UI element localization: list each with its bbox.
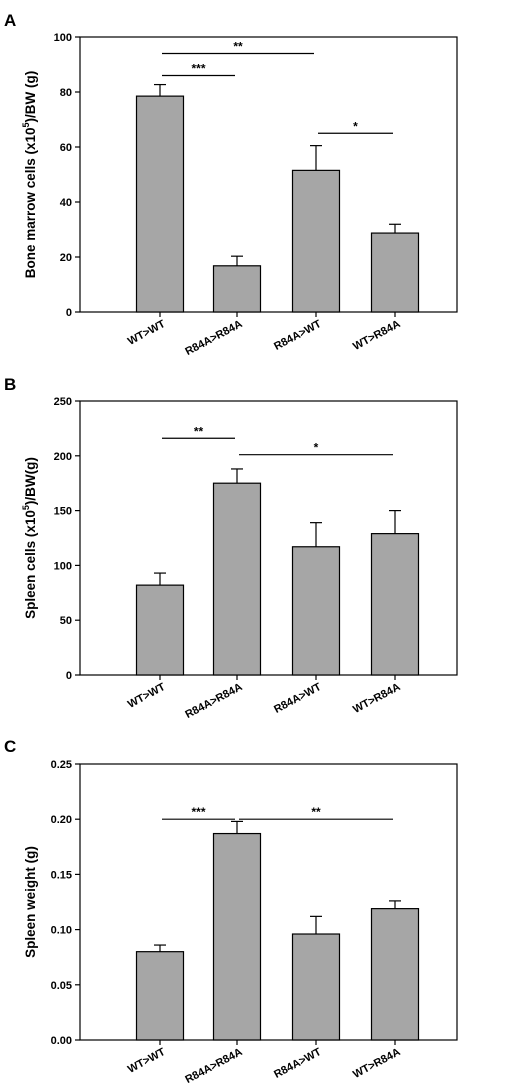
y-tick-label: 100 [54,560,72,572]
y-axis-label-tail: )/BW (g) [23,71,38,123]
bar [135,584,185,676]
bar [212,265,262,313]
y-tick-label: 0.05 [51,980,72,992]
y-axis-label-superscript: 5 [21,122,31,127]
y-tick-label: 20 [60,252,72,264]
panel-letter: A [4,11,16,30]
chart-panel-c: C 0.00 0.05 0.10 0.15 0.20 0.25 Spleen weight (… [4,737,458,1086]
panel-letter: B [4,375,16,394]
plot-frame [79,763,458,1041]
y-axis-label: Spleen cells (x105)/BW(g) [21,457,38,619]
category-label: R84A>WT [272,681,323,716]
bar [212,482,262,676]
bar [370,908,420,1041]
y-tick-label: 250 [54,396,72,408]
y-axis-label-tail: )/BW(g) [23,457,38,505]
y-tick-label: 80 [60,87,72,99]
y-axis-label-main: Spleen weight (g) [23,846,38,958]
y-tick-label: 0.10 [51,925,72,937]
bar [135,951,185,1041]
significance-label: * [353,119,358,133]
plot-frame [79,36,458,313]
y-tick-label: 50 [60,615,72,627]
bar [212,832,262,1041]
y-tick-label: 0 [66,670,72,682]
panel-letter: C [4,737,16,756]
y-tick-label: 40 [60,197,72,209]
category-label: WT>R84A [351,1046,402,1081]
plot-frame [79,400,458,676]
y-axis-label-main: Spleen cells (x10 [23,510,38,619]
category-label: R84A>WT [272,1046,323,1081]
category-label: WT>R84A [351,318,402,353]
y-tick-label: 0.15 [51,869,72,881]
category-label: R84A>R84A [183,1046,244,1086]
chart-panel-b: B 0 50 100 150 200 250 Spleen cells (x105)/BW(g… [4,375,458,721]
bar [370,232,420,313]
significance-label: ** [233,40,243,54]
category-label: WT>R84A [351,681,402,716]
chart-panel-a: A 0 20 40 60 80 100 Bone marrow cells (x105)/BW… [4,11,458,358]
y-tick-label: 60 [60,142,72,154]
y-tick-label: 0 [66,307,72,319]
significance-label: ** [311,805,321,819]
bar [291,169,341,313]
significance-label: ** [194,424,204,438]
bar [370,533,420,676]
significance-label: * [314,441,319,455]
y-tick-label: 100 [54,32,72,44]
y-axis-label-main: Bone marrow cells (x10 [23,127,38,278]
category-label: R84A>WT [272,318,323,353]
category-label: R84A>R84A [183,681,244,721]
category-label: WT>WT [126,1046,168,1076]
y-tick-label: 0.20 [51,814,72,826]
bar [291,933,341,1041]
y-axis-label: Spleen weight (g) [23,846,38,958]
category-label: R84A>R84A [183,318,244,358]
significance-label: *** [191,805,205,819]
significance-label: *** [191,62,205,76]
y-axis-label: Bone marrow cells (x105)/BW (g) [21,71,38,279]
bar [291,546,341,676]
y-tick-label: 0.00 [51,1035,72,1047]
category-label: WT>WT [126,318,168,348]
y-tick-label: 150 [54,506,72,518]
y-tick-label: 200 [54,451,72,463]
y-axis-label-superscript: 5 [21,505,31,510]
category-label: WT>WT [126,681,168,711]
bar [135,95,185,313]
y-tick-label: 0.25 [51,759,72,771]
